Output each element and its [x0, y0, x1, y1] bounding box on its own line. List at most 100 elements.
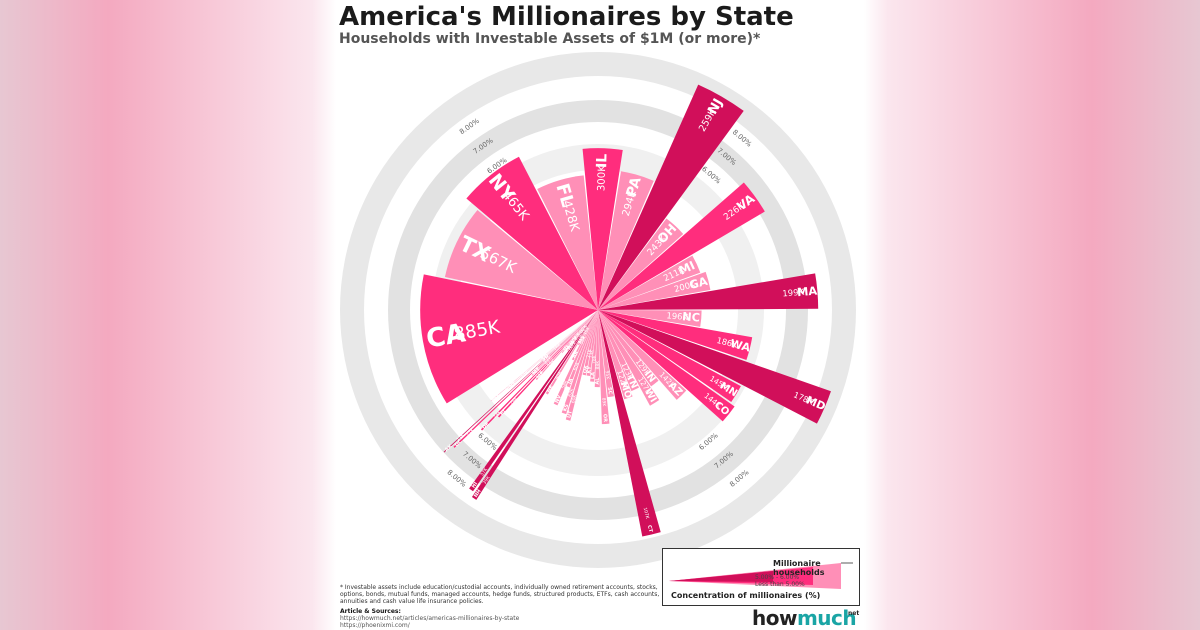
state-label-ak: AK	[444, 443, 455, 453]
state-label-nc: NC	[682, 309, 701, 324]
state-label-mo: MO	[618, 380, 634, 400]
legend-wedge-graphic	[669, 562, 853, 589]
state-label-sc: SC	[606, 387, 613, 395]
value-label-ne: 40K	[554, 369, 564, 380]
wedge-ms	[577, 310, 598, 346]
state-label-mt: MT	[531, 366, 542, 377]
wedge-or	[598, 310, 610, 425]
value-label-la: 78K	[591, 354, 598, 364]
state-label-al: AL	[595, 377, 601, 385]
state-label-ma: MA	[796, 284, 817, 300]
state-label-nh: NH	[473, 489, 483, 499]
value-label-nh: 39K	[482, 474, 492, 485]
wedge-ct	[598, 310, 661, 537]
value-label-ok: 71K	[585, 348, 593, 359]
value-label-sc: 95K	[604, 370, 611, 380]
wedge-tn	[598, 310, 640, 392]
wedge-tx	[444, 210, 598, 310]
state-label-ky: KY	[586, 365, 593, 374]
value-label-ut: 60K	[570, 393, 578, 404]
state-label-la: LA	[590, 372, 597, 380]
state-label-nv: NV	[554, 394, 563, 404]
value-label-ks: 62K	[567, 387, 576, 398]
brand-logo[interactable]: howmuch	[752, 606, 857, 630]
state-label-tn: TN	[624, 373, 640, 391]
state-label-id: ID	[562, 344, 570, 352]
footnote: * Investable assets include education/cu…	[340, 584, 660, 605]
wedge-fl	[537, 175, 598, 310]
value-label-ar: 50K	[578, 334, 588, 345]
state-label-nj: NJ	[705, 96, 726, 117]
state-label-ri: RI	[499, 409, 507, 417]
wedge-ar	[571, 310, 598, 361]
sources-heading: Article & Sources:	[340, 608, 401, 615]
value-label-wv: 32K	[578, 323, 589, 334]
value-label-il: 300K	[596, 165, 608, 192]
value-label-vt: 15K	[520, 369, 531, 380]
value-label-ma: 199K	[782, 287, 805, 299]
wedge-ma	[598, 273, 819, 310]
wedge-sc	[598, 310, 614, 398]
state-label-de: DE	[481, 421, 491, 431]
wedge-md	[598, 310, 831, 424]
value-label-al: 88K	[595, 360, 601, 370]
source-link-phoenix[interactable]: https://phoenixmi.com/	[340, 622, 410, 629]
wedge-ga	[598, 271, 711, 310]
page-subtitle: Households with Investable Assets of $1M…	[339, 31, 761, 47]
wedge-ok	[582, 310, 598, 376]
wedge-ca	[420, 274, 598, 404]
legend: Millionaire households 5.00% - 6.00% Les…	[662, 548, 860, 606]
state-label-sd: SD	[541, 353, 551, 363]
state-label-hi: HI	[471, 481, 479, 490]
state-label-ar: AR	[571, 350, 580, 360]
value-label-id: 30K	[571, 330, 582, 341]
source-link-howmuch[interactable]: https://howmuch.net/articles/americas-mi…	[340, 615, 520, 622]
wedge-nc	[598, 310, 702, 327]
wedge-hi	[469, 310, 598, 492]
value-label-ia: 60K	[572, 360, 581, 371]
wedge-ak	[443, 310, 598, 453]
legend-title: Millionaire households	[773, 559, 825, 577]
legend-category-low: Less than 5.00%	[755, 581, 805, 588]
state-label-wa: WA	[729, 337, 752, 355]
value-label-ky: 73K	[588, 348, 595, 358]
legend-category-mid: 5.00% - 6.00%	[755, 574, 800, 581]
state-label-ms: MS	[577, 334, 587, 345]
wedge-al	[594, 310, 600, 388]
state-label-nm: NM	[566, 340, 576, 351]
state-label-mi: MI	[677, 258, 697, 277]
brand-how: how	[752, 606, 797, 630]
state-label-or: OR	[602, 414, 609, 423]
wedge-ny	[466, 156, 598, 310]
wedge-pa	[598, 171, 654, 310]
state-wedges	[420, 84, 831, 537]
state-label-wv: WV	[569, 335, 580, 346]
value-label-mt: 22K	[543, 354, 554, 365]
state-label-ct: CT	[646, 525, 654, 534]
wedge-ky	[586, 310, 598, 377]
wedge-ks	[561, 310, 598, 415]
wedge-mo	[598, 310, 633, 400]
wedge-wa	[598, 310, 753, 360]
state-label-wy: WY	[490, 392, 501, 403]
state-label-ia: IA	[567, 378, 575, 386]
legend-axis-label: Concentration of millionaires (%)	[671, 591, 821, 600]
wedge-nj	[598, 84, 744, 310]
wedge-dc	[453, 310, 598, 448]
value-label-nc: 196K	[666, 310, 689, 322]
value-label-nv: 58K	[561, 379, 570, 390]
wedge-oh	[598, 218, 684, 310]
wedge-wy	[490, 310, 598, 402]
wedge-sd	[540, 310, 598, 362]
state-label-ks: KS	[562, 403, 570, 412]
value-label-nm: 33K	[576, 327, 587, 338]
wedge-de	[480, 310, 598, 431]
page-title: America's Millionaires by State	[339, 2, 794, 32]
state-label-ok: OK	[582, 364, 590, 374]
wedge-vt	[507, 310, 598, 389]
value-label-sd: 16K	[552, 341, 563, 352]
wedge-ut	[565, 310, 598, 421]
wedge-id	[561, 310, 598, 354]
legend-wedge-high	[669, 571, 773, 582]
